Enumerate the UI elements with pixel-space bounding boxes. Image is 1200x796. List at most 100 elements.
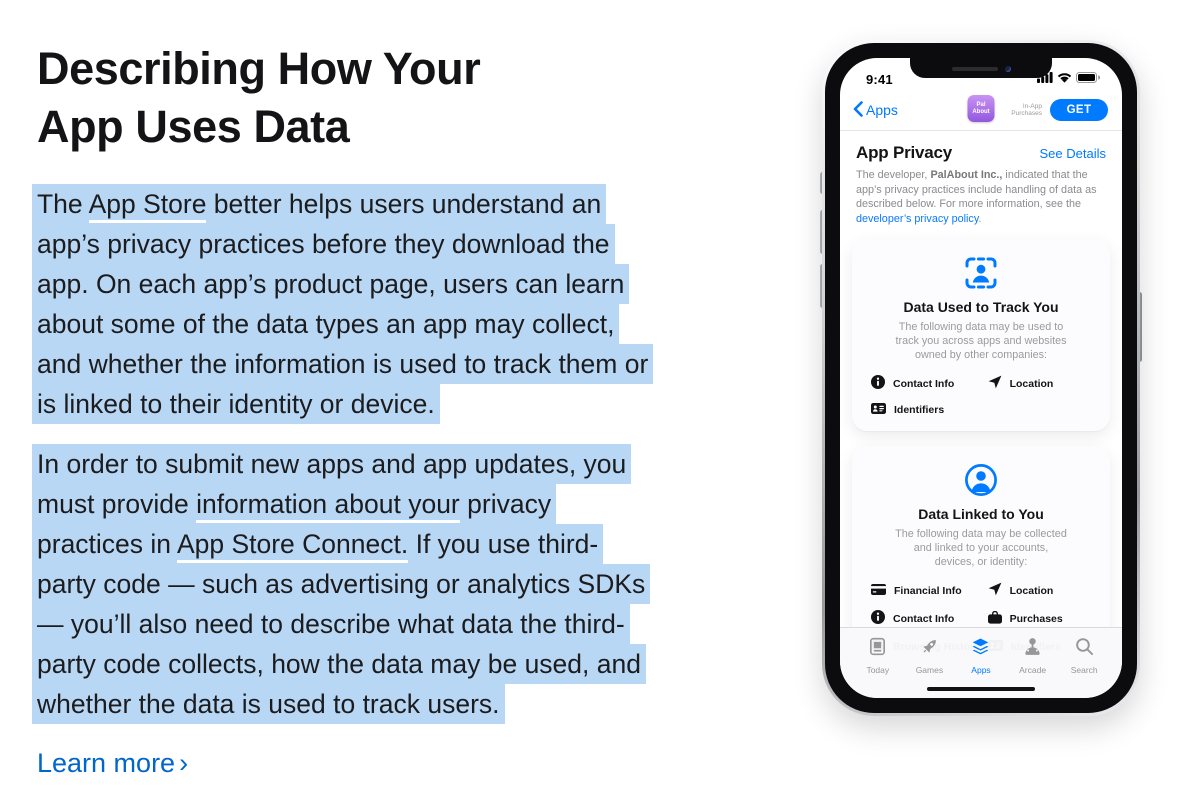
tab-bar: Today Games Apps Arcade Search (840, 627, 1122, 698)
data-item: Financial Info (871, 582, 988, 599)
see-details-link[interactable]: See Details (1039, 146, 1106, 161)
item-label: Location (1009, 584, 1054, 597)
get-button[interactable]: GET (1050, 99, 1108, 121)
text-line: app’s privacy practices before they down… (32, 224, 727, 264)
item-label: Financial Info (894, 584, 962, 597)
text-segment: app’s privacy practices before they down… (37, 229, 610, 259)
location-arrow-icon (988, 582, 1002, 599)
text-line: practices in App Store Connect. If you u… (32, 524, 727, 564)
tab-label: Arcade (1019, 665, 1047, 675)
card-description: The following data may be used to track y… (895, 321, 1067, 361)
tab-label: Search (1070, 665, 1098, 675)
item-label: Identifiers (894, 404, 945, 416)
note-text: . (978, 212, 982, 225)
text-segment: must provide (37, 489, 197, 519)
chevron-left-icon (853, 100, 863, 120)
paragraph: In order to submit new apps and app upda… (32, 444, 727, 724)
developer-name: PalAbout Inc., (930, 169, 1003, 181)
selected-text: party code — such as advertising or anal… (32, 564, 651, 604)
tab-item-arcade[interactable]: Arcade (1007, 636, 1059, 698)
selected-text: must provide information about your priv… (32, 484, 557, 524)
tab-label: Apps (971, 665, 991, 675)
note-text: indicated that the app’s privacy practic… (856, 169, 1097, 210)
data-item: Contact Info (871, 375, 988, 392)
text-line: and whether the information is used to t… (32, 344, 727, 384)
phone-screen: 9:41 Apps Pal About In-App Purchases GET A… (840, 58, 1122, 698)
text-line: — you’ll also need to describe what data… (32, 604, 727, 644)
nav-bar: Apps Pal About In-App Purchases GET (840, 90, 1122, 130)
selected-text: practices in App Store Connect. If you u… (32, 524, 604, 564)
text-segment: — you’ll also need to describe what data… (37, 609, 625, 639)
status-icons (1037, 70, 1101, 88)
data-item: Location (988, 582, 1091, 599)
status-bar: 9:41 (840, 58, 1122, 90)
developer-note: The developer, PalAbout Inc., indicated … (840, 168, 1122, 226)
tab-item-apps[interactable]: Apps (955, 636, 1007, 698)
text-line: The App Store better helps users underst… (32, 184, 727, 224)
apps-layers-icon (970, 636, 991, 662)
data-item: Purchases (987, 610, 1091, 627)
article-paragraphs: The App Store better helps users underst… (32, 184, 727, 724)
text-segment: If you use third- (408, 529, 599, 559)
learn-more-label: Learn more (37, 748, 176, 778)
data-item: Location (988, 375, 1091, 392)
text-segment: and whether the information is used to t… (37, 349, 649, 379)
tab-item-games[interactable]: Games (904, 636, 956, 698)
financial-card-icon (871, 583, 886, 598)
nav-divider (840, 130, 1122, 131)
text-segment: party code collects, how the data may be… (37, 649, 641, 679)
selected-text: about some of the data types an app may … (32, 304, 620, 344)
back-label: Apps (866, 102, 898, 118)
inline-link[interactable]: App Store (88, 189, 207, 223)
speaker-slot (951, 66, 998, 72)
tab-label: Games (915, 665, 944, 675)
text-line: party code collects, how the data may be… (32, 644, 727, 684)
person-viewfinder-icon (963, 255, 999, 291)
home-indicator[interactable] (927, 686, 1035, 691)
card-title: Data Linked to You (918, 506, 1044, 522)
text-segment: practices in (37, 529, 177, 559)
info-circle-icon (871, 375, 885, 392)
text-segment: party code — such as advertising or anal… (37, 569, 646, 599)
section-header: App Privacy See Details (840, 131, 1122, 168)
text-segment: The (37, 189, 89, 219)
wifi-icon (1057, 70, 1072, 88)
card-items: Contact Info Location Identifiers (866, 375, 1096, 417)
note-text: The developer, (856, 169, 931, 181)
battery-icon (1076, 70, 1101, 88)
text-line: about some of the data types an app may … (32, 304, 727, 344)
nav-right: In-App Purchases GET (1011, 99, 1108, 121)
text-line: app. On each app’s product page, users c… (32, 264, 727, 304)
text-line: is linked to their identity or device. (32, 384, 727, 424)
card-title: Data Used to Track You (903, 299, 1059, 315)
back-button[interactable]: Apps (853, 100, 898, 120)
info-circle-icon (871, 610, 885, 627)
identifiers-card-icon (871, 403, 886, 417)
text-line: whether the data is used to track users. (32, 684, 727, 724)
card-description: The following data may be collected and l… (895, 528, 1067, 568)
privacy-card: Data Used to Track You The following data… (852, 239, 1110, 431)
page-title: Describing How Your App Uses Data (37, 43, 481, 152)
inline-link[interactable]: information about your (196, 489, 460, 523)
learn-more-link[interactable]: Learn more › (37, 748, 188, 779)
item-label: Contact Info (893, 612, 955, 625)
tab-item-today[interactable]: Today (852, 636, 904, 698)
privacy-policy-link[interactable]: developer’s privacy policy (856, 212, 979, 225)
search-icon (1074, 636, 1095, 662)
today-icon (867, 636, 888, 662)
in-app-purchases-label: In-App Purchases (1011, 102, 1042, 118)
location-arrow-icon (988, 375, 1002, 392)
paragraph: The App Store better helps users underst… (32, 184, 727, 424)
text-segment: whether the data is used to track users. (37, 689, 500, 719)
text-segment: about some of the data types an app may … (37, 309, 615, 339)
section-title: App Privacy (856, 143, 953, 162)
inline-link[interactable]: App Store Connect. (176, 529, 409, 563)
arcade-joystick-icon (1022, 636, 1043, 662)
tab-item-search[interactable]: Search (1058, 636, 1110, 698)
games-rocket-icon (919, 636, 940, 662)
item-label: Location (1009, 377, 1054, 390)
app-icon: Pal About (967, 95, 995, 122)
article: Describing How Your App Uses Data The App… (32, 40, 727, 779)
selected-text: and whether the information is used to t… (32, 344, 654, 384)
notch (910, 58, 1052, 78)
